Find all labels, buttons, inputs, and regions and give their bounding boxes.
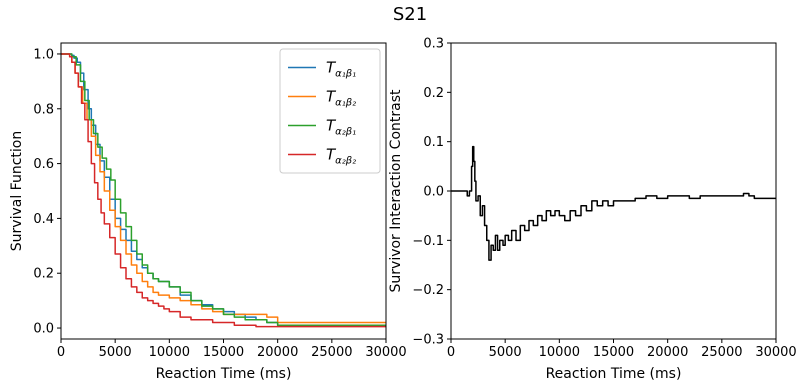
y-tick-label: 0.4	[33, 212, 54, 227]
y-tick-label: 1.0	[33, 47, 54, 62]
x-tick-label: 15000	[203, 345, 244, 360]
x-tick-label: 0	[57, 345, 65, 360]
y-tick-label: 0.2	[33, 267, 54, 282]
x-tick-label: 10000	[149, 345, 190, 360]
x-tick-label: 30000	[365, 345, 406, 360]
x-axis-label: Reaction Time (ms)	[156, 366, 292, 382]
x-tick-label: 15000	[593, 345, 634, 360]
y-tick-label: 0.0	[423, 185, 444, 200]
x-tick-label: 5000	[489, 345, 522, 360]
y-tick-label: 0.6	[33, 157, 54, 172]
survival-function-chart: 0 5000 10000 15000 20000 25000 30000 0.0 0.2 0.4 0…	[9, 42, 407, 382]
x-tick-label: 0	[447, 345, 455, 360]
plot-frame	[450, 42, 777, 340]
y-axis-label: Survival Function	[9, 131, 25, 251]
x-tick-label: 25000	[311, 345, 352, 360]
y-tick-label: 0.3	[423, 37, 444, 52]
x-tick-label: 20000	[257, 345, 298, 360]
x-tick-label: 10000	[539, 345, 580, 360]
y-tick-label: 0.1	[423, 135, 444, 150]
y-tick-label: 0.0	[33, 322, 54, 337]
x-axis-label: Reaction Time (ms)	[546, 366, 682, 382]
y-tick-label: 0.8	[33, 102, 54, 117]
y-tick-label: −0.1	[412, 234, 444, 249]
x-tick-label: 25000	[701, 345, 742, 360]
figure-title: S21	[393, 4, 427, 25]
x-tick-label: 5000	[99, 345, 132, 360]
plot-frame	[60, 42, 387, 340]
series-line-t-2-2	[61, 53, 386, 328]
x-tick-label: 30000	[755, 345, 796, 360]
y-tick-label: −0.3	[412, 333, 444, 348]
survivor-interaction-contrast-chart: 0 5000 10000 15000 20000 25000 30000 −0.3 −0.2 −0…	[388, 37, 797, 383]
x-tick-label: 20000	[647, 345, 688, 360]
series-line-t-2-1	[61, 53, 386, 327]
y-tick-label: −0.2	[412, 283, 444, 298]
y-axis-label: Survivor Interaction Contrast	[388, 89, 404, 292]
y-tick-label: 0.2	[423, 86, 444, 101]
legend-box	[279, 48, 381, 174]
sic-line	[451, 145, 776, 261]
